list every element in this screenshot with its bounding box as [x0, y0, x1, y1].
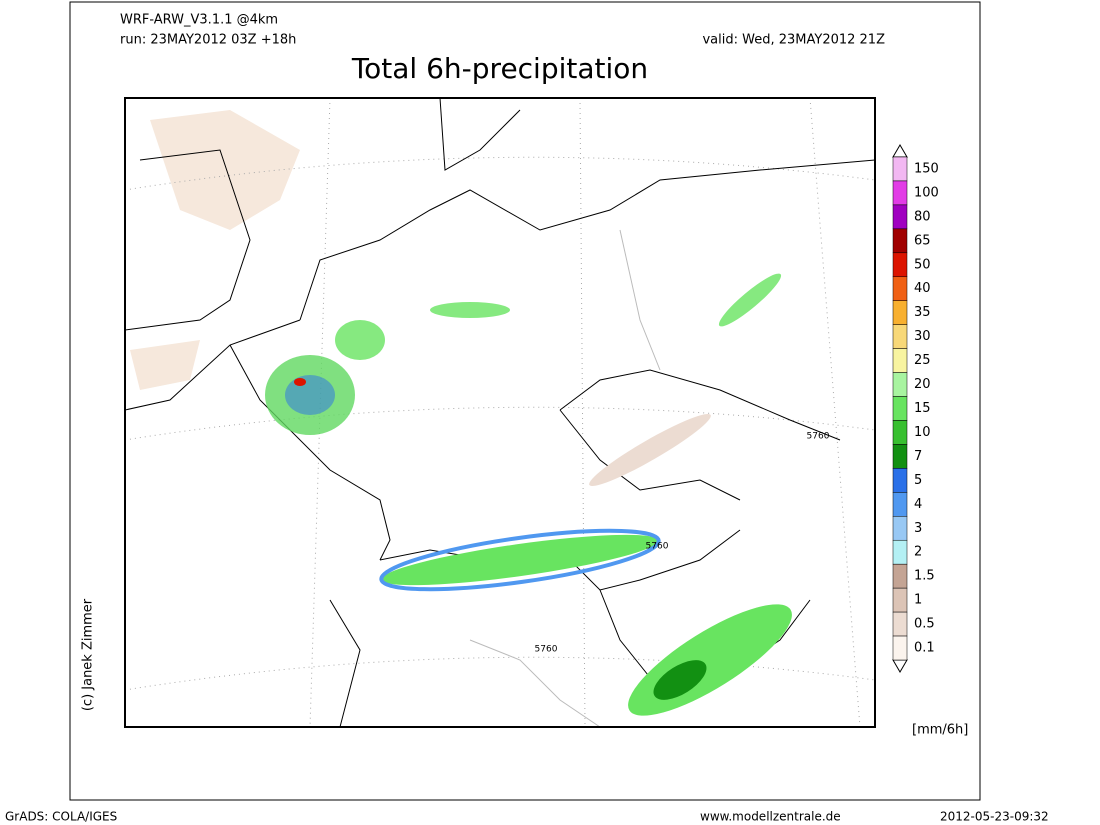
light-precip [130, 340, 200, 390]
graticule [809, 98, 861, 727]
border [329, 599, 361, 727]
colorbar-swatch [892, 276, 908, 301]
colorbar-swatch [892, 420, 908, 445]
timestamp-label: 2012-05-23-09:32 [940, 810, 1049, 824]
precip-area [335, 320, 385, 360]
colorbar-label: 35 [914, 305, 931, 320]
river [619, 229, 661, 371]
colorbar-label: 80 [914, 209, 931, 224]
software-label: GrADS: COLA/IGES [5, 810, 117, 824]
border [559, 369, 841, 441]
colorbar-swatch [892, 635, 908, 661]
colorbar-swatch [892, 252, 908, 278]
colorbar-label: 150 [914, 161, 939, 176]
contour-label: 5760 [807, 432, 830, 442]
precip-area [285, 375, 335, 415]
credit: (c) Janek Zimmer [81, 598, 96, 711]
colorbar-label: 7 [914, 449, 922, 464]
valid-label: valid: Wed, 23MAY2012 21Z [702, 33, 885, 48]
precip-area [589, 413, 711, 487]
precip-area [294, 378, 306, 386]
colorbar-label: 4 [914, 497, 922, 512]
colorbar-swatch [892, 348, 908, 373]
colorbar-label: 1 [914, 593, 922, 608]
colorbar-label: 40 [914, 281, 931, 296]
colorbar-label: 3 [914, 521, 922, 536]
colorbar-label: 2 [914, 545, 922, 560]
colorbar-swatch [892, 492, 908, 517]
colorbar-swatch [892, 204, 908, 230]
colorbar-swatch [892, 587, 908, 613]
colorbar-label: 100 [914, 185, 939, 200]
border [229, 344, 391, 561]
precip-area [718, 273, 782, 327]
colorbar-label: 20 [914, 377, 931, 392]
coastline [125, 319, 301, 411]
colorbar-label: 5 [914, 473, 922, 488]
colorbar-label: 30 [914, 329, 931, 344]
precip-area [653, 660, 707, 700]
border [559, 409, 741, 501]
unit-label: [mm/6h] [912, 723, 968, 738]
colorbar-swatch [892, 563, 908, 589]
colorbar-swatch [892, 539, 908, 565]
colorbar-swatch [892, 396, 908, 421]
colorbar-label: 15 [914, 401, 931, 416]
colorbar-swatch [892, 372, 908, 397]
colorbar-label: 0.5 [914, 617, 935, 632]
title: Total 6h-precipitation [351, 52, 648, 85]
colorbar-label: 50 [914, 257, 931, 272]
precip-area [379, 528, 661, 592]
light-precip [150, 110, 300, 230]
coastline [299, 159, 875, 321]
colorbar-label: 10 [914, 425, 931, 440]
contour-label: 5760 [535, 645, 558, 655]
colorbar-swatch [892, 228, 908, 254]
colorbar-label: 0.1 [914, 641, 935, 656]
colorbar-swatch [892, 156, 908, 182]
colorbar-swatch [892, 180, 908, 206]
colorbar-swatch [892, 516, 908, 541]
colorbar-swatch [892, 300, 908, 325]
colorbar-label: 1.5 [914, 569, 935, 584]
precip-area [381, 534, 659, 586]
map-frame [124, 97, 876, 728]
colorbar-label: 65 [914, 233, 931, 248]
model-label: WRF-ARW_V3.1.1 @4km [120, 13, 278, 28]
run-label: run: 23MAY2012 03Z +18h [120, 33, 296, 48]
colorbar-swatch [892, 611, 908, 637]
contour-label: 5760 [646, 542, 669, 552]
map: 5760 5760 5760 [124, 97, 876, 728]
colorbar-swatch [892, 468, 908, 493]
website-label: www.modellzentrale.de [700, 810, 841, 824]
coastline [125, 149, 251, 331]
contour [469, 639, 601, 727]
coastline [439, 98, 521, 171]
colorbar: 150 100 80 65 50 40 35 30 25 20 15 10 7 5 4 3 2 1.5 1 0.5 0.… [892, 144, 939, 673]
colorbar-swatch [892, 444, 908, 469]
precip-area [430, 302, 510, 318]
colorbar-label: 25 [914, 353, 931, 368]
colorbar-swatch [892, 324, 908, 349]
